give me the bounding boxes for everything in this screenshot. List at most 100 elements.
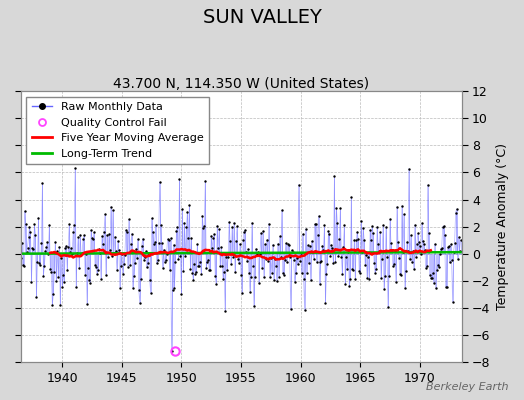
Point <box>419 238 427 245</box>
Point <box>252 246 260 252</box>
Point <box>253 250 261 257</box>
Point <box>82 251 90 258</box>
Point <box>322 270 331 277</box>
Point <box>401 285 409 291</box>
Point <box>227 261 235 268</box>
Point <box>368 223 376 230</box>
Point <box>156 179 164 185</box>
Point <box>110 250 118 256</box>
Point <box>259 228 267 234</box>
Point <box>254 249 262 256</box>
Point <box>248 219 256 226</box>
Point <box>55 243 63 250</box>
Point <box>384 304 392 310</box>
Point <box>354 236 363 242</box>
Point <box>204 257 212 263</box>
Point <box>122 227 130 233</box>
Point <box>108 207 117 214</box>
Point <box>203 259 212 266</box>
Point <box>165 237 173 243</box>
Point <box>372 266 380 272</box>
Point <box>366 226 374 233</box>
Point <box>242 248 250 255</box>
Point <box>36 262 45 269</box>
Point <box>66 249 74 256</box>
Point <box>41 248 50 254</box>
Point <box>175 176 183 182</box>
Point <box>170 284 179 291</box>
Point <box>238 290 246 296</box>
Point <box>375 248 383 254</box>
Point <box>59 272 68 278</box>
Point <box>432 266 441 273</box>
Point <box>124 263 132 270</box>
Point <box>128 285 137 291</box>
Point <box>369 230 377 236</box>
Point <box>328 244 336 251</box>
Point <box>290 279 299 285</box>
Point <box>68 251 77 257</box>
Point <box>302 269 311 276</box>
Point <box>137 243 146 249</box>
Point <box>391 248 399 255</box>
Point <box>92 264 100 270</box>
Point <box>123 229 131 236</box>
Point <box>57 255 66 261</box>
Point <box>301 226 310 232</box>
Point <box>138 235 147 242</box>
Point <box>452 206 461 212</box>
Point <box>50 269 59 276</box>
Point <box>129 273 138 279</box>
Point <box>430 280 438 287</box>
Point <box>454 234 463 240</box>
Point <box>386 216 394 222</box>
Point <box>69 229 78 235</box>
Point <box>429 270 437 276</box>
Point <box>265 220 273 227</box>
Point <box>89 236 97 242</box>
Point <box>408 258 416 265</box>
Point <box>194 263 203 269</box>
Point <box>31 231 40 238</box>
Point <box>350 237 358 243</box>
Point <box>180 219 189 226</box>
Point <box>96 250 104 256</box>
Point <box>199 224 208 231</box>
Text: Berkeley Earth: Berkeley Earth <box>426 382 508 392</box>
Point <box>173 224 182 230</box>
Point <box>282 259 291 266</box>
Point <box>378 256 386 263</box>
Point <box>51 238 60 245</box>
Point <box>93 270 101 277</box>
Point <box>291 270 300 276</box>
Point <box>113 267 121 273</box>
Point <box>33 259 41 265</box>
Point <box>289 249 297 255</box>
Point <box>347 194 355 200</box>
Point <box>455 248 464 254</box>
Point <box>266 274 274 280</box>
Point <box>202 264 211 271</box>
Point <box>367 237 375 243</box>
Point <box>149 241 158 247</box>
Point <box>413 230 422 236</box>
Point <box>155 240 163 246</box>
Point <box>342 254 351 260</box>
Point <box>71 165 79 172</box>
Point <box>393 204 401 210</box>
Point <box>337 254 345 260</box>
Point <box>115 247 123 254</box>
Point <box>147 290 155 296</box>
Point <box>255 280 263 287</box>
Point <box>183 209 192 215</box>
Point <box>388 247 396 254</box>
Point <box>230 220 238 226</box>
Point <box>360 237 368 243</box>
Point <box>62 242 70 249</box>
Point <box>225 219 233 225</box>
Point <box>117 263 125 269</box>
Point <box>111 233 119 240</box>
Point <box>358 248 366 255</box>
Point <box>17 240 26 246</box>
Point <box>229 254 237 260</box>
